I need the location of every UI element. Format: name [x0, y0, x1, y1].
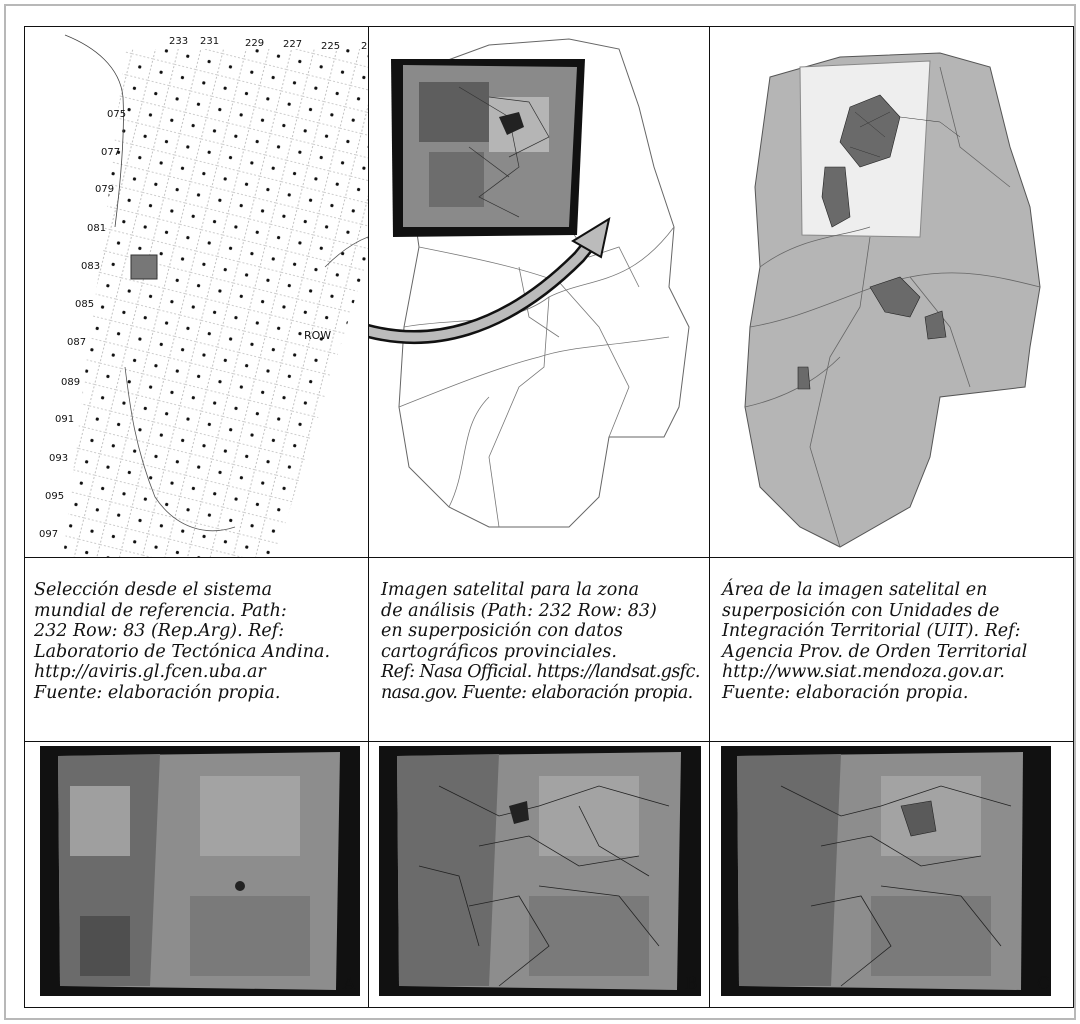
panel-letter-c: C — [1037, 974, 1051, 994]
column-divider-1 — [368, 27, 369, 1007]
row-label: 097 — [39, 529, 59, 540]
row-label: 085 — [75, 299, 95, 310]
province-map-with-satellite — [369, 27, 709, 557]
row-label: 081 — [87, 223, 107, 234]
satellite-image-b — [379, 746, 701, 996]
satellite-image-c — [721, 746, 1051, 996]
caption-a: Selección desde el sistema mundial de re… — [34, 580, 331, 703]
row-label: 077 — [101, 147, 121, 158]
province-map-svg — [369, 38, 690, 528]
row-label: 075 — [107, 109, 127, 120]
row-divider-1 — [25, 557, 1073, 558]
row-label: 091 — [55, 414, 75, 425]
path-label: 229 — [245, 38, 265, 49]
transfer-arrow — [369, 230, 602, 342]
column-divider-2 — [709, 27, 710, 1007]
row-divider-2 — [25, 741, 1073, 742]
uit-map-svg — [744, 52, 1041, 548]
panel-letter-a: A — [343, 974, 356, 994]
row-label: 087 — [67, 337, 87, 348]
wrs-grid-svg — [63, 34, 368, 557]
path-label: 227 — [283, 39, 303, 50]
panel-letter-b: B — [685, 974, 698, 994]
row-label: 089 — [61, 377, 81, 388]
uit-map — [710, 27, 1073, 557]
caption-b-ref-line: nasa.gov. Fuente: elaboración propia. — [381, 682, 693, 703]
path-label: 225 — [321, 41, 341, 52]
path-label: 233 — [169, 36, 189, 47]
path-label: 2 — [361, 41, 368, 52]
figure-table: 233 231 229 227 225 2 075 077 079 081 08… — [24, 26, 1074, 1008]
caption-b-text: Imagen satelital para la zona de análisi… — [381, 580, 657, 662]
satellite-image-a — [40, 746, 360, 996]
row-label: 083 — [81, 261, 101, 272]
row-axis-word: ROW — [304, 329, 332, 342]
row-label: 079 — [95, 184, 115, 195]
selected-scene-square — [130, 254, 158, 280]
caption-c: Área de la imagen satelital en superposi… — [722, 580, 1028, 703]
wrs-grid-map: 233 231 229 227 225 2 075 077 079 081 08… — [25, 27, 368, 557]
caption-b: Imagen satelital para la zona de análisi… — [381, 580, 707, 703]
caption-b-ref-line: Ref: Nasa Official. https://landsat.gsfc… — [381, 662, 700, 682]
path-label: 231 — [200, 36, 220, 47]
row-label: 093 — [49, 453, 69, 464]
row-label: 095 — [45, 491, 65, 502]
